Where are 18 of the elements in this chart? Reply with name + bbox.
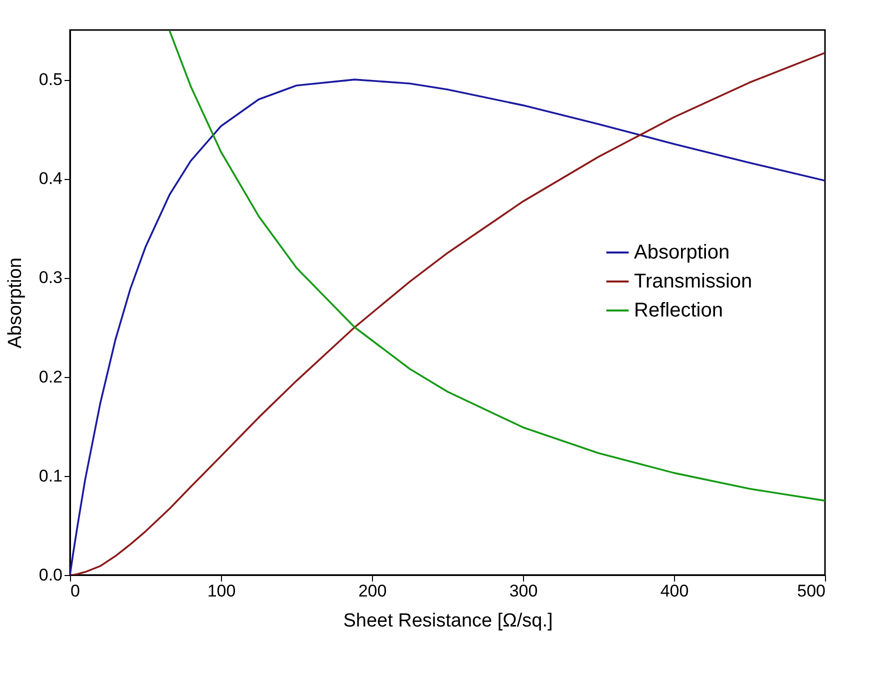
y-axis-title: Absorption: [4, 258, 26, 348]
y-tick-label: 0.5: [38, 70, 62, 90]
y-tick-label: 0.1: [38, 466, 62, 486]
x-tick-label: 500: [797, 582, 826, 600]
y-tick-label: 0.2: [38, 367, 62, 386]
legend-label: Reflection: [634, 300, 723, 322]
x-axis-title: Sheet Resistance [Ω/sq.]: [343, 610, 553, 632]
x-tick-label: 400: [660, 582, 689, 600]
line-series: [168, 30, 825, 502]
x-tick-label: 100: [207, 582, 236, 600]
legend-label: Transmission: [634, 270, 752, 292]
y-tick-label: 0.3: [38, 268, 62, 288]
y-tick-label: 0.0: [38, 566, 62, 584]
x-tick-label: 300: [509, 582, 538, 600]
legend-label: Absorption: [634, 242, 730, 264]
x-tick-label: 200: [358, 582, 387, 600]
y-tick-label: 0.4: [38, 169, 62, 188]
x-tick-label: 0: [70, 582, 80, 600]
